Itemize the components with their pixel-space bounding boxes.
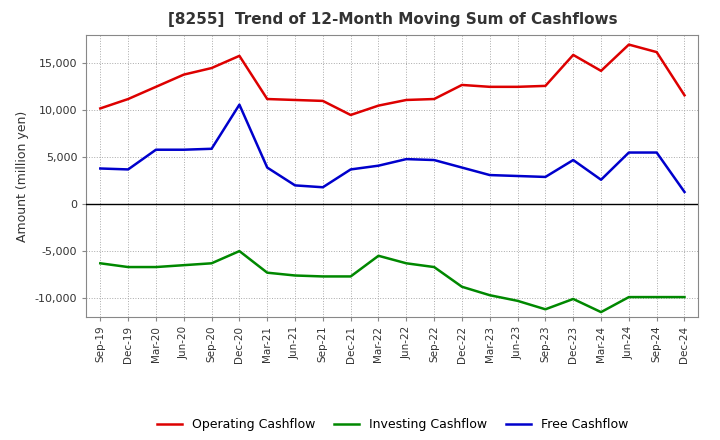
Operating Cashflow	[569, 52, 577, 58]
Operating Cashflow	[207, 66, 216, 71]
Operating Cashflow	[513, 84, 522, 89]
Operating Cashflow	[346, 112, 355, 117]
Title: [8255]  Trend of 12-Month Moving Sum of Cashflows: [8255] Trend of 12-Month Moving Sum of C…	[168, 12, 617, 27]
Free Cashflow	[263, 165, 271, 170]
Legend: Operating Cashflow, Investing Cashflow, Free Cashflow: Operating Cashflow, Investing Cashflow, …	[152, 413, 633, 436]
Free Cashflow	[124, 167, 132, 172]
Free Cashflow	[652, 150, 661, 155]
Free Cashflow	[513, 173, 522, 179]
Operating Cashflow	[374, 103, 383, 108]
Operating Cashflow	[124, 96, 132, 102]
Operating Cashflow	[597, 68, 606, 73]
Line: Free Cashflow: Free Cashflow	[100, 105, 685, 192]
Operating Cashflow	[96, 106, 104, 111]
Investing Cashflow	[569, 296, 577, 301]
Operating Cashflow	[235, 53, 243, 59]
Investing Cashflow	[541, 307, 550, 312]
Free Cashflow	[597, 177, 606, 183]
Free Cashflow	[541, 174, 550, 180]
Investing Cashflow	[652, 294, 661, 300]
Y-axis label: Amount (million yen): Amount (million yen)	[17, 110, 30, 242]
Operating Cashflow	[624, 42, 633, 47]
Free Cashflow	[152, 147, 161, 152]
Free Cashflow	[624, 150, 633, 155]
Operating Cashflow	[541, 83, 550, 88]
Free Cashflow	[235, 102, 243, 107]
Investing Cashflow	[179, 263, 188, 268]
Free Cashflow	[318, 185, 327, 190]
Investing Cashflow	[513, 298, 522, 304]
Operating Cashflow	[652, 49, 661, 55]
Free Cashflow	[430, 158, 438, 163]
Investing Cashflow	[624, 294, 633, 300]
Investing Cashflow	[346, 274, 355, 279]
Investing Cashflow	[680, 294, 689, 300]
Investing Cashflow	[96, 260, 104, 266]
Line: Operating Cashflow: Operating Cashflow	[100, 44, 685, 115]
Investing Cashflow	[291, 273, 300, 278]
Free Cashflow	[346, 167, 355, 172]
Investing Cashflow	[597, 309, 606, 315]
Free Cashflow	[402, 157, 410, 162]
Operating Cashflow	[318, 98, 327, 103]
Free Cashflow	[291, 183, 300, 188]
Investing Cashflow	[485, 293, 494, 298]
Investing Cashflow	[263, 270, 271, 275]
Operating Cashflow	[430, 96, 438, 102]
Investing Cashflow	[402, 260, 410, 266]
Free Cashflow	[485, 172, 494, 178]
Free Cashflow	[680, 189, 689, 194]
Line: Investing Cashflow: Investing Cashflow	[100, 251, 685, 312]
Investing Cashflow	[430, 264, 438, 270]
Operating Cashflow	[485, 84, 494, 89]
Investing Cashflow	[374, 253, 383, 258]
Free Cashflow	[207, 146, 216, 151]
Operating Cashflow	[680, 93, 689, 98]
Investing Cashflow	[318, 274, 327, 279]
Operating Cashflow	[152, 84, 161, 89]
Free Cashflow	[96, 166, 104, 171]
Free Cashflow	[179, 147, 188, 152]
Operating Cashflow	[179, 72, 188, 77]
Free Cashflow	[569, 158, 577, 163]
Investing Cashflow	[235, 249, 243, 254]
Free Cashflow	[458, 165, 467, 170]
Operating Cashflow	[458, 82, 467, 88]
Investing Cashflow	[124, 264, 132, 270]
Operating Cashflow	[291, 97, 300, 103]
Free Cashflow	[374, 163, 383, 169]
Investing Cashflow	[152, 264, 161, 270]
Investing Cashflow	[207, 260, 216, 266]
Operating Cashflow	[402, 97, 410, 103]
Operating Cashflow	[263, 96, 271, 102]
Investing Cashflow	[458, 284, 467, 290]
